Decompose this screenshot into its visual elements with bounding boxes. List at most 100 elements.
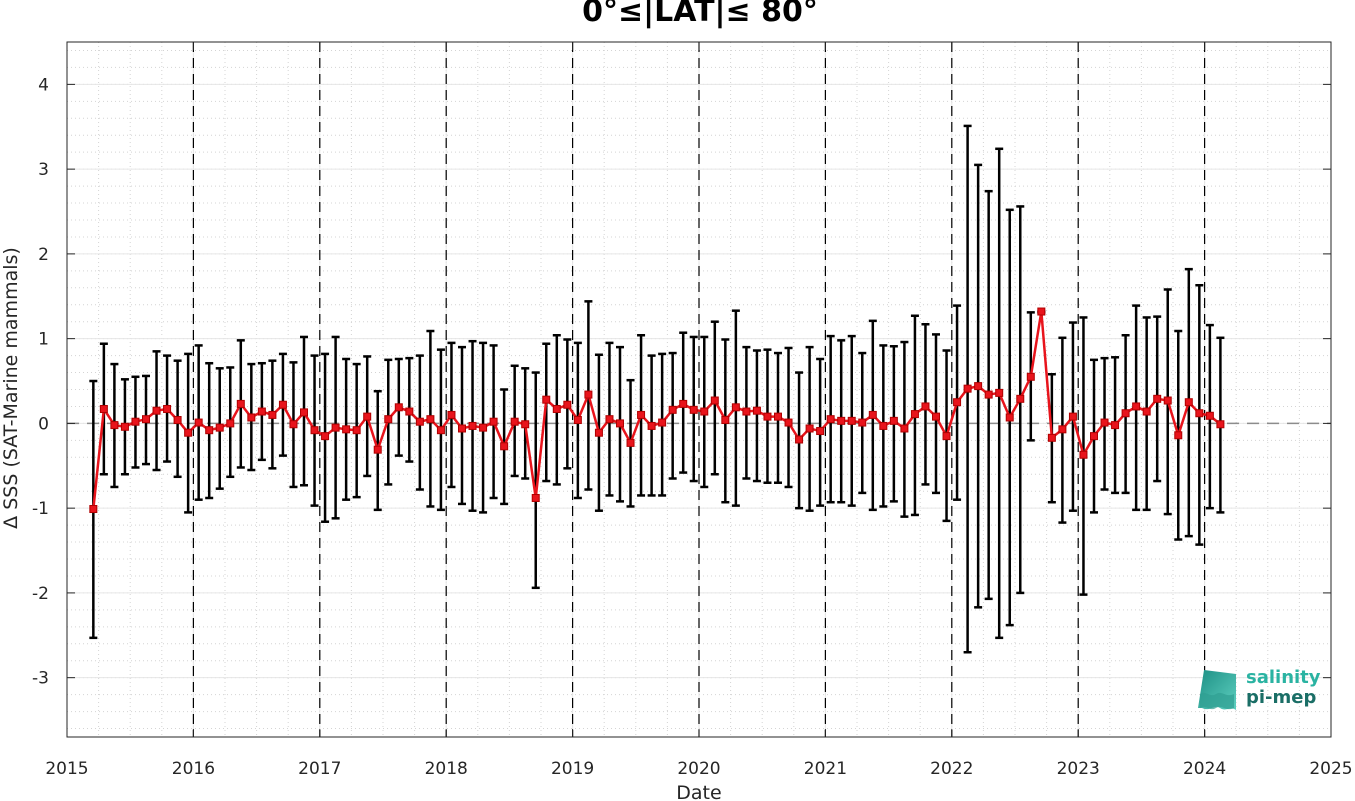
y-tick-label: -3 bbox=[32, 669, 49, 689]
data-point bbox=[552, 404, 561, 413]
data-point bbox=[974, 382, 983, 391]
data-point bbox=[1026, 372, 1035, 381]
data-point bbox=[468, 421, 477, 430]
x-tick-label: 2022 bbox=[930, 759, 973, 779]
data-point bbox=[194, 418, 203, 427]
data-point bbox=[184, 428, 193, 437]
data-point bbox=[963, 384, 972, 393]
data-point bbox=[984, 390, 993, 399]
data-point bbox=[1047, 433, 1056, 442]
data-point bbox=[521, 420, 530, 429]
logo-text-line2: pi-mep bbox=[1246, 687, 1317, 708]
data-point bbox=[953, 398, 962, 407]
wave-logo-icon bbox=[1198, 670, 1236, 710]
data-point bbox=[1184, 398, 1193, 407]
data-point bbox=[1090, 432, 1098, 441]
data-point bbox=[500, 442, 509, 451]
data-point bbox=[331, 423, 340, 432]
data-point bbox=[1142, 407, 1151, 416]
data-point bbox=[774, 412, 782, 421]
y-tick-label: 0 bbox=[38, 414, 49, 434]
data-point bbox=[384, 415, 393, 424]
data-point bbox=[342, 425, 351, 434]
data-point bbox=[1079, 450, 1088, 459]
data-point bbox=[1016, 394, 1025, 403]
data-point bbox=[563, 400, 572, 409]
data-point bbox=[1100, 418, 1109, 427]
data-point bbox=[721, 416, 730, 425]
data-point bbox=[637, 410, 646, 419]
x-tick-label: 2021 bbox=[804, 759, 847, 779]
data-point bbox=[910, 410, 919, 419]
data-point bbox=[679, 399, 688, 408]
data-point bbox=[542, 395, 551, 404]
y-tick-label: 4 bbox=[38, 75, 49, 95]
data-point bbox=[236, 399, 245, 408]
data-point bbox=[752, 406, 761, 415]
data-point bbox=[668, 405, 677, 414]
data-point bbox=[531, 493, 540, 502]
data-point bbox=[710, 396, 719, 405]
data-point bbox=[805, 424, 814, 433]
data-point bbox=[1058, 425, 1067, 434]
data-point bbox=[616, 419, 624, 428]
data-point bbox=[700, 407, 709, 416]
x-tick-label: 2023 bbox=[1057, 759, 1100, 779]
x-tick-label: 2020 bbox=[677, 759, 720, 779]
data-point bbox=[584, 390, 593, 399]
data-point bbox=[405, 407, 414, 416]
data-point bbox=[889, 416, 898, 425]
x-tick-label: 2024 bbox=[1183, 759, 1226, 779]
data-point bbox=[784, 418, 793, 427]
data-point bbox=[573, 416, 582, 425]
chart-title: 0°≤|LAT|≤ 80° bbox=[582, 0, 818, 29]
data-point bbox=[847, 416, 856, 425]
data-point bbox=[1216, 420, 1225, 429]
data-point bbox=[110, 421, 119, 430]
data-point bbox=[426, 415, 435, 424]
data-point bbox=[415, 417, 424, 426]
data-point bbox=[89, 505, 98, 514]
data-point bbox=[1163, 396, 1172, 405]
data-point bbox=[205, 426, 214, 435]
data-point bbox=[99, 404, 108, 413]
x-tick-label: 2019 bbox=[551, 759, 594, 779]
data-point bbox=[268, 410, 277, 419]
salinity-pi-mep-logo: salinity pi-mep bbox=[1196, 668, 1326, 716]
data-point bbox=[257, 407, 266, 416]
y-tick-labels: -3 -2 -1 0 1 2 3 4 bbox=[32, 75, 49, 688]
data-point bbox=[837, 416, 846, 425]
data-point bbox=[816, 427, 825, 436]
data-point bbox=[373, 445, 382, 454]
y-tick-label: 2 bbox=[38, 245, 49, 265]
y-tick-label: 1 bbox=[38, 330, 49, 350]
data-point bbox=[605, 415, 614, 424]
logo-text-line1: salinity bbox=[1246, 667, 1321, 688]
data-point bbox=[1121, 409, 1130, 418]
data-point bbox=[763, 412, 772, 421]
data-point bbox=[321, 432, 330, 441]
data-point bbox=[932, 412, 940, 421]
x-tick-label: 2015 bbox=[45, 759, 88, 779]
data-point bbox=[1153, 394, 1162, 403]
data-point bbox=[1195, 409, 1204, 418]
data-point bbox=[300, 408, 308, 417]
data-point bbox=[352, 426, 361, 435]
data-point bbox=[310, 426, 319, 435]
axis-ticks bbox=[66, 42, 1332, 737]
x-tick-labels: 2015 2016 2017 2018 2019 2020 2021 2022 2023 2024… bbox=[45, 759, 1352, 779]
data-point bbox=[289, 420, 298, 429]
data-point bbox=[173, 416, 182, 425]
data-point bbox=[1205, 411, 1214, 420]
data-point bbox=[394, 403, 403, 412]
year-separator-lines bbox=[192, 42, 1206, 737]
data-point bbox=[278, 400, 287, 409]
x-tick-label: 2017 bbox=[298, 759, 341, 779]
x-axis-label: Date bbox=[676, 782, 721, 801]
data-point bbox=[120, 422, 129, 431]
x-tick-label: 2025 bbox=[1309, 759, 1352, 779]
data-point bbox=[647, 421, 656, 430]
data-point bbox=[1037, 307, 1046, 316]
data-point bbox=[163, 404, 172, 413]
